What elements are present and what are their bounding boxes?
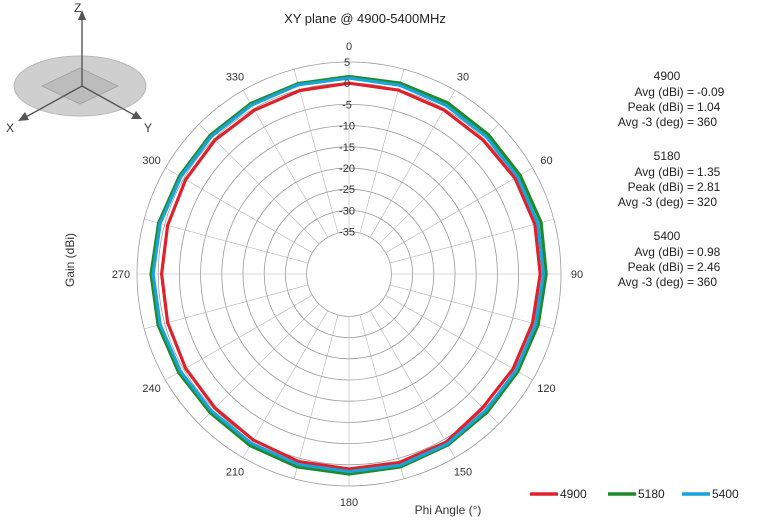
legend-label-5180: 5180 <box>638 487 665 501</box>
radial-tick-label: -25 <box>339 184 355 196</box>
series-layer <box>149 74 548 476</box>
stats-label: Avg -3 (deg) = <box>618 115 694 129</box>
series-line-5400 <box>151 76 546 474</box>
stats-frequency: 4900 <box>654 69 681 83</box>
angle-tick-label: 270 <box>112 269 130 281</box>
y-axis-line <box>81 85 137 117</box>
stats-label: Avg (dBi) = <box>635 85 694 99</box>
stats-value: 360 <box>697 115 717 129</box>
y-axis-title: Gain (dBi) <box>63 233 77 287</box>
radial-tick-label: -15 <box>339 142 355 154</box>
legend-label-4900: 4900 <box>560 487 587 501</box>
radial-tick-label: 0 <box>344 78 350 90</box>
stats-label: Avg -3 (deg) = <box>618 275 694 289</box>
angle-tick-label: 180 <box>340 497 358 509</box>
radial-tick-label: -5 <box>342 99 352 111</box>
angle-tick-label: 120 <box>537 383 555 395</box>
stats-frequency: 5180 <box>654 149 681 163</box>
grid-spoke <box>293 69 339 234</box>
grid-spoke <box>389 284 554 330</box>
y-axis-arrow <box>131 111 142 119</box>
grid-spoke <box>144 284 309 330</box>
angle-tick-label: 330 <box>226 72 244 84</box>
series-line-5180 <box>149 74 548 476</box>
stats-frequency: 5400 <box>654 229 681 243</box>
stats-label: Peak (dBi) = <box>628 100 694 114</box>
legend: 4900 5180 5400 <box>530 487 739 501</box>
angle-tick-label: 0 <box>346 41 352 53</box>
stats-label: Peak (dBi) = <box>628 260 694 274</box>
angle-tick-label: 210 <box>226 466 244 478</box>
grid-spoke <box>198 123 320 245</box>
z-axis-label: Z <box>74 1 81 15</box>
stats-value: 2.81 <box>697 180 721 194</box>
z-axis-arrow <box>78 10 86 20</box>
x-axis-title: Phi Angle (°) <box>415 503 482 517</box>
grid-spoke <box>359 314 405 479</box>
angle-tick-labels: 0 30 60 90 120 150 180 210 240 270 300 330 <box>112 41 583 509</box>
radial-tick-label: -10 <box>339 121 355 133</box>
grid-spoke <box>385 294 533 381</box>
angle-tick-label: 60 <box>540 155 552 167</box>
stats-label: Avg (dBi) = <box>635 245 694 259</box>
stats-value: 1.35 <box>697 165 721 179</box>
grid-ring <box>306 231 392 317</box>
stats-value: -0.09 <box>697 85 725 99</box>
grid-spoke <box>369 310 456 458</box>
radial-tick-label: 5 <box>344 57 350 69</box>
stats-label: Avg -3 (deg) = <box>618 195 694 209</box>
stats-label: Avg (dBi) = <box>635 165 694 179</box>
grid-spoke <box>369 90 456 238</box>
series-line-4900 <box>160 81 542 471</box>
stats-value: 2.46 <box>697 260 721 274</box>
angle-tick-label: 240 <box>142 383 160 395</box>
grid-spoke <box>165 294 313 381</box>
stats-value: 1.04 <box>697 100 721 114</box>
radial-tick-label: -20 <box>339 163 355 175</box>
grid-spoke <box>198 303 320 425</box>
angle-tick-label: 30 <box>457 72 469 84</box>
grid-spoke <box>293 314 339 479</box>
legend-label-5400: 5400 <box>712 487 739 501</box>
grid-spoke <box>378 303 500 425</box>
stats-value: 0.98 <box>697 245 721 259</box>
grid-spoke <box>144 218 309 264</box>
grid-spoke <box>385 167 533 254</box>
grid-spoke <box>165 167 313 254</box>
stats-value: 320 <box>697 195 717 209</box>
x-axis-line <box>23 85 83 119</box>
angle-tick-label: 300 <box>142 155 160 167</box>
grid-spoke <box>242 310 329 458</box>
stats-label: Peak (dBi) = <box>628 180 694 194</box>
radial-tick-label: -35 <box>339 227 355 239</box>
orientation-inset: Z X Y <box>6 1 152 135</box>
grid-spoke <box>378 123 500 245</box>
radial-tick-label: -30 <box>339 205 355 217</box>
grid-spoke <box>242 90 329 238</box>
chart-title: XY plane @ 4900-5400MHz <box>284 11 446 26</box>
grid-spoke <box>359 69 405 234</box>
stats-value: 360 <box>697 275 717 289</box>
radial-tick-labels: 5 0 -5 -10 -15 -20 -25 -30 -35 <box>339 57 355 239</box>
y-axis-label: Y <box>144 121 152 135</box>
angle-tick-label: 90 <box>571 269 583 281</box>
x-axis-label: X <box>6 121 14 135</box>
x-axis-arrow <box>18 112 29 121</box>
angle-tick-label: 150 <box>454 466 472 478</box>
grid-spoke <box>389 218 554 264</box>
